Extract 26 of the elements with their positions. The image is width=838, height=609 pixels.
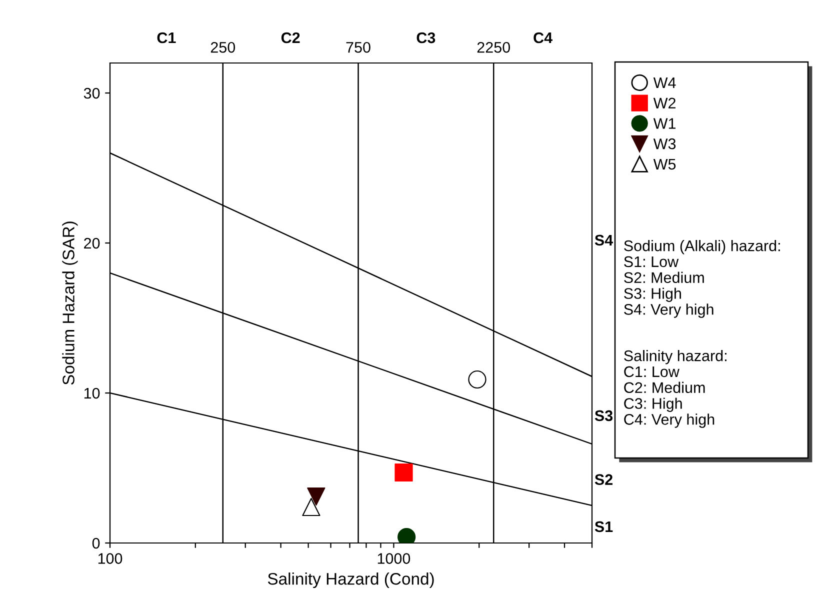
- text: Salinity hazard: C1: Low C2: Medium C3: High C4: Very high: [624, 350, 726, 428]
- text: C1: [157, 32, 176, 44]
- x-axis-title: Salinity Hazard (Cond): [268, 572, 434, 588]
- x-tick-label: 1000: [378, 553, 410, 564]
- text: C4: [534, 32, 552, 44]
- legend-label: W5: [653, 158, 676, 170]
- y-tick-label: 10: [84, 388, 100, 399]
- y-tick-label: 0: [92, 538, 100, 549]
- text: S1: [594, 521, 613, 532]
- legend-label: W4: [653, 78, 676, 88]
- text: C3: [416, 32, 436, 44]
- text: S2: [594, 474, 612, 485]
- text: S3: [594, 410, 613, 422]
- text: C2: [281, 32, 300, 44]
- y-axis-title: Sodium Hazard (SAR): [62, 222, 78, 385]
- legend-label: W1: [653, 118, 676, 129]
- ref-line-label: 750: [346, 42, 370, 53]
- y-tick-label: 20: [84, 238, 100, 249]
- y-tick-label: 30: [84, 88, 100, 99]
- text: S4: [594, 234, 614, 246]
- ref-line-label: 250: [210, 42, 236, 53]
- x-tick-label: 100: [98, 553, 122, 564]
- legend-label: W3: [653, 138, 676, 150]
- ref-line-label: 2250: [477, 42, 510, 53]
- legend-label: W2: [653, 98, 676, 108]
- text: Sodium (Alkali) hazard: S1: Low S2: Medium S3: High S4: Very high: [624, 240, 780, 318]
